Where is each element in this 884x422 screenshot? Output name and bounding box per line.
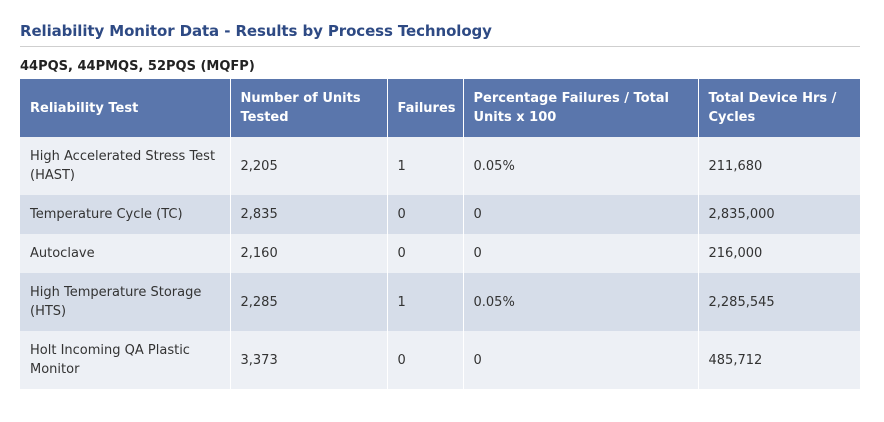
cell-device-hours: 211,680 <box>698 137 860 195</box>
cell-percentage-failures: 0.05% <box>463 273 699 331</box>
table-row: Temperature Cycle (TC) 2,835 0 0 2,835,0… <box>20 195 860 234</box>
column-header-units-tested: Number of Units Tested <box>230 79 388 137</box>
cell-percentage-failures: 0 <box>463 195 699 234</box>
cell-failures: 1 <box>387 273 464 331</box>
cell-failures: 0 <box>387 234 464 273</box>
cell-reliability-test: High Temperature Storage (HTS) <box>20 273 231 331</box>
table-header-row: Reliability Test Number of Units Tested … <box>20 79 860 137</box>
cell-failures: 0 <box>387 331 464 389</box>
column-header-reliability-test: Reliability Test <box>20 79 231 137</box>
page-content: Reliability Monitor Data - Results by Pr… <box>20 0 860 389</box>
table-row: High Temperature Storage (HTS) 2,285 1 0… <box>20 273 860 331</box>
cell-units-tested: 2,285 <box>230 273 388 331</box>
table-row: Holt Incoming QA Plastic Monitor 3,373 0… <box>20 331 860 389</box>
column-header-device-hours: Total Device Hrs / Cycles <box>698 79 860 137</box>
cell-units-tested: 2,205 <box>230 137 388 195</box>
cell-percentage-failures: 0 <box>463 331 699 389</box>
cell-failures: 0 <box>387 195 464 234</box>
cell-percentage-failures: 0 <box>463 234 699 273</box>
cell-percentage-failures: 0.05% <box>463 137 699 195</box>
page-title: Reliability Monitor Data - Results by Pr… <box>20 22 492 40</box>
cell-reliability-test: Temperature Cycle (TC) <box>20 195 231 234</box>
title-divider <box>20 46 860 47</box>
cell-device-hours: 485,712 <box>698 331 860 389</box>
cell-units-tested: 2,160 <box>230 234 388 273</box>
cell-device-hours: 2,285,545 <box>698 273 860 331</box>
cell-units-tested: 2,835 <box>230 195 388 234</box>
table-row: Autoclave 2,160 0 0 216,000 <box>20 234 860 273</box>
cell-reliability-test: Holt Incoming QA Plastic Monitor <box>20 331 231 389</box>
cell-device-hours: 2,835,000 <box>698 195 860 234</box>
table-row: High Accelerated Stress Test (HAST) 2,20… <box>20 137 860 195</box>
reliability-table: Reliability Test Number of Units Tested … <box>20 79 860 389</box>
column-header-percentage-failures: Percentage Failures / Total Units x 100 <box>463 79 699 137</box>
cell-device-hours: 216,000 <box>698 234 860 273</box>
process-technology-subtitle: 44PQS, 44PMQS, 52PQS (MQFP) <box>20 59 255 74</box>
column-header-failures: Failures <box>387 79 464 137</box>
cell-failures: 1 <box>387 137 464 195</box>
cell-reliability-test: High Accelerated Stress Test (HAST) <box>20 137 231 195</box>
cell-units-tested: 3,373 <box>230 331 388 389</box>
cell-reliability-test: Autoclave <box>20 234 231 273</box>
